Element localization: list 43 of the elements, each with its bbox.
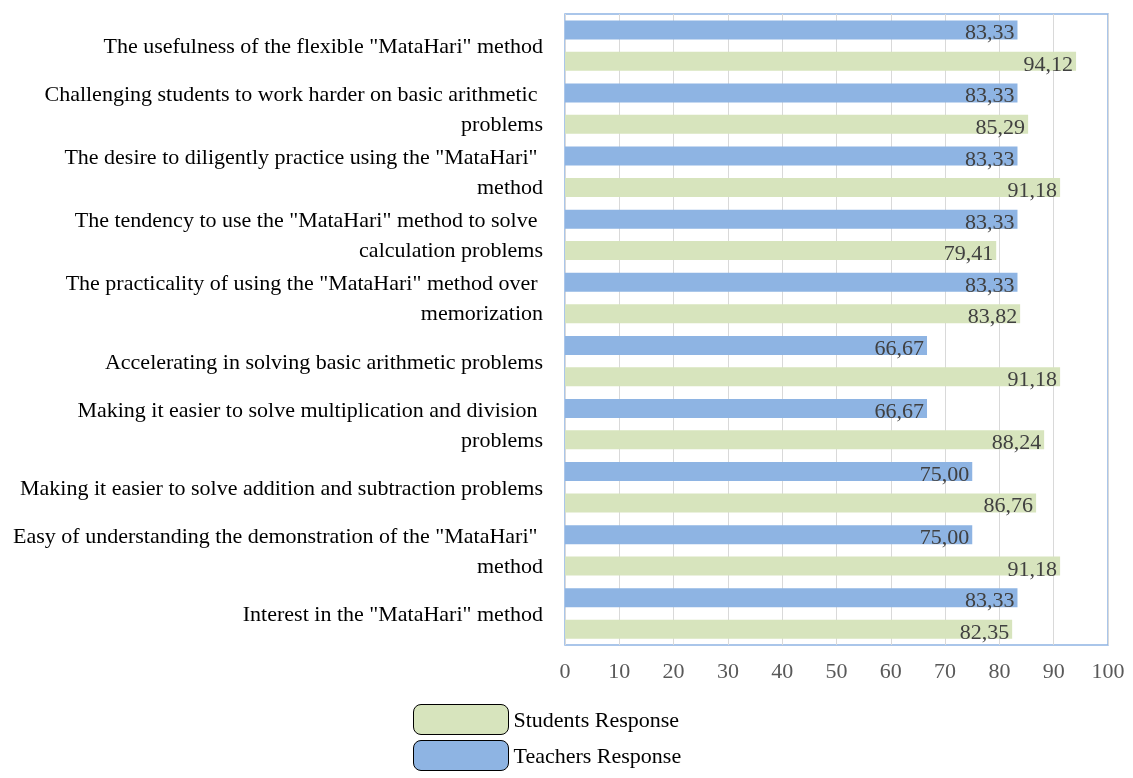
data-label: 75,00 (919, 461, 970, 487)
data-label: 91,18 (1007, 366, 1058, 392)
data-label: 94,12 (1023, 50, 1074, 76)
x-tick-label: 40 (771, 657, 794, 683)
x-tick-label: 0 (559, 657, 571, 683)
data-label: 79,41 (943, 240, 994, 266)
data-label: 66,67 (874, 397, 925, 423)
x-tick-label: 80 (988, 657, 1011, 683)
data-label: 85,29 (975, 113, 1026, 139)
legend-label: Students Response (513, 707, 680, 732)
data-label: 91,18 (1007, 555, 1058, 581)
data-label: 88,24 (991, 429, 1042, 455)
data-label: 83,33 (964, 208, 1015, 234)
legend-label: Teachers Response (513, 743, 682, 768)
x-tick-label: 100 (1091, 657, 1125, 683)
data-label: 66,67 (874, 334, 925, 360)
x-tick-label: 90 (1042, 657, 1065, 683)
y-tick-label: Challenging students to work harder on basic arithmetic problems (44, 81, 543, 137)
x-tick-label: 70 (934, 657, 957, 683)
y-tick-label: The usefulness of the flexible "MataHari" method (103, 33, 543, 59)
data-label: 75,00 (919, 524, 970, 550)
x-tick-label: 60 (879, 657, 902, 683)
y-tick-label: The desire to diligently practice using the "MataHari" method (64, 144, 543, 200)
data-label: 83,33 (964, 271, 1015, 297)
data-label: 82,35 (959, 618, 1010, 644)
y-tick-label: The tendency to use the "MataHari" method to solve calculation problems (74, 207, 543, 263)
data-label: 83,33 (964, 82, 1015, 108)
y-tick-label: Making it easier to solve multiplication and division problems (77, 396, 543, 452)
x-tick-label: 10 (608, 657, 631, 683)
x-tick-label: 50 (825, 657, 848, 683)
y-tick-label: The practicality of using the "MataHari" method over memorization (65, 270, 543, 326)
y-tick-label: Accelerating in solving basic arithmetic problems (104, 348, 543, 374)
x-tick-label: 20 (662, 657, 685, 683)
data-label: 91,18 (1007, 176, 1058, 202)
y-tick-label: Easy of understanding the demonstration of the "MataHari" method (13, 522, 543, 578)
y-tick-label: Interest in the "MataHari" method (242, 600, 543, 626)
data-label: 83,33 (964, 19, 1015, 45)
data-label: 83,82 (967, 303, 1018, 329)
y-tick-label: Making it easier to solve addition and subtraction problems (19, 474, 543, 500)
data-label: 83,33 (964, 587, 1015, 613)
x-tick-label: 30 (716, 657, 739, 683)
data-label: 86,76 (983, 492, 1034, 518)
data-label: 83,33 (964, 145, 1015, 171)
